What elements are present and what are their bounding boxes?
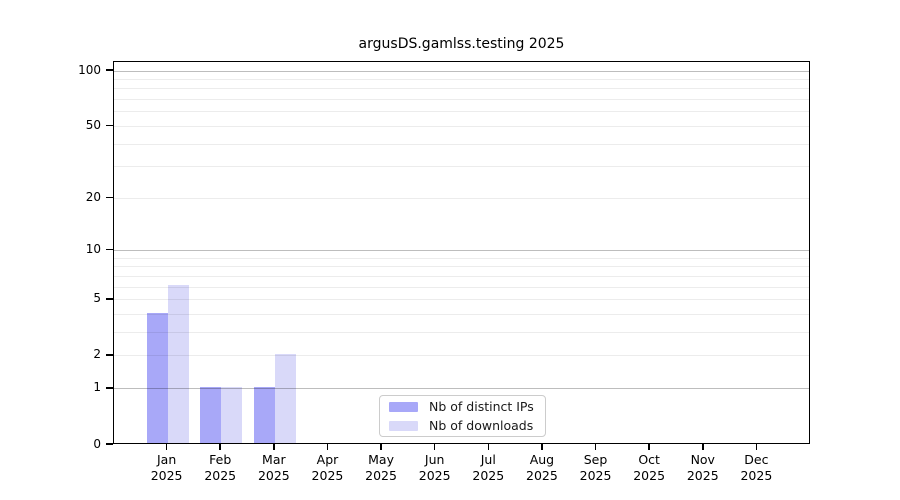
bar-downloads-jan <box>167 285 189 443</box>
gridline-minor <box>114 314 809 316</box>
x-tick-label: Sep 2025 <box>579 452 612 483</box>
x-tick <box>433 444 436 450</box>
y-tick-label: 5 <box>93 291 101 306</box>
gridline-minor <box>114 275 809 277</box>
gridline-minor <box>114 111 809 113</box>
gridline-minor <box>114 99 809 101</box>
y-tick <box>106 387 113 389</box>
y-tick-label: 2 <box>93 347 101 362</box>
gridline-minor <box>114 332 809 334</box>
legend-item-downloads: Nb of downloads <box>389 418 536 433</box>
y-tick-label: 10 <box>85 242 101 257</box>
gridline-major <box>114 70 809 72</box>
plot-area: Nb of distinct IPs Nb of downloads <box>113 61 810 444</box>
gridline-minor <box>114 166 809 168</box>
x-tick-label: Jun 2025 <box>418 452 451 483</box>
bar-distinct-ips-jan <box>146 312 168 443</box>
y-tick <box>106 354 113 356</box>
x-tick <box>380 444 382 450</box>
y-tick-label: 20 <box>85 189 101 204</box>
x-tick <box>273 444 275 450</box>
gridline-major <box>114 250 809 252</box>
y-tick <box>106 196 113 199</box>
legend: Nb of distinct IPs Nb of downloads <box>379 395 546 437</box>
gridline-minor <box>114 257 809 259</box>
y-tick-label: 100 <box>78 62 101 77</box>
x-tick <box>755 444 758 450</box>
x-tick <box>648 444 650 450</box>
bar-downloads-feb <box>221 386 243 443</box>
bar-downloads-mar <box>274 353 296 443</box>
legend-swatch-downloads <box>389 420 418 431</box>
legend-label-downloads: Nb of downloads <box>429 418 534 433</box>
x-tick <box>219 444 221 450</box>
x-tick-label: Mar 2025 <box>257 452 290 483</box>
x-tick <box>487 444 490 450</box>
legend-item-distinct-ips: Nb of distinct IPs <box>389 399 536 414</box>
x-tick-label: Jul 2025 <box>472 452 505 483</box>
y-tick-label: 0 <box>93 436 101 451</box>
legend-swatch-distinct-ips <box>389 401 418 412</box>
gridline-minor <box>114 125 809 127</box>
y-tick-label: 50 <box>85 117 101 132</box>
y-tick-label: 1 <box>93 380 101 395</box>
x-tick-label: Nov 2025 <box>686 452 719 483</box>
x-tick <box>326 444 329 450</box>
y-tick <box>106 298 113 300</box>
gridline-minor <box>114 78 809 80</box>
gridline-minor <box>114 88 809 90</box>
x-tick-label: Jan 2025 <box>150 452 183 483</box>
legend-label-distinct-ips: Nb of distinct IPs <box>429 399 534 414</box>
y-tick <box>106 69 113 71</box>
bar-distinct-ips-feb <box>200 386 222 443</box>
gridline-minor <box>114 355 809 357</box>
gridline-minor <box>114 266 809 268</box>
x-tick-label: Apr 2025 <box>311 452 344 483</box>
x-tick-label: Aug 2025 <box>526 452 558 483</box>
gridline-minor <box>114 197 809 199</box>
gridline-minor <box>114 299 809 301</box>
y-tick <box>106 124 113 127</box>
gridline-minor <box>114 286 809 288</box>
gridline-minor <box>114 143 809 145</box>
bar-distinct-ips-mar <box>253 386 275 443</box>
x-tick-label: Dec 2025 <box>740 452 773 483</box>
x-tick <box>702 444 704 450</box>
x-tick <box>165 444 168 450</box>
x-tick-label: Feb 2025 <box>204 452 237 483</box>
x-tick-label: Oct 2025 <box>633 452 666 483</box>
x-tick <box>594 444 597 450</box>
y-tick <box>106 248 113 251</box>
chart-title: argusDS.gamlss.testing 2025 <box>358 36 565 52</box>
x-tick <box>541 444 543 450</box>
x-tick-label: May 2025 <box>365 452 397 483</box>
y-tick <box>106 443 113 445</box>
